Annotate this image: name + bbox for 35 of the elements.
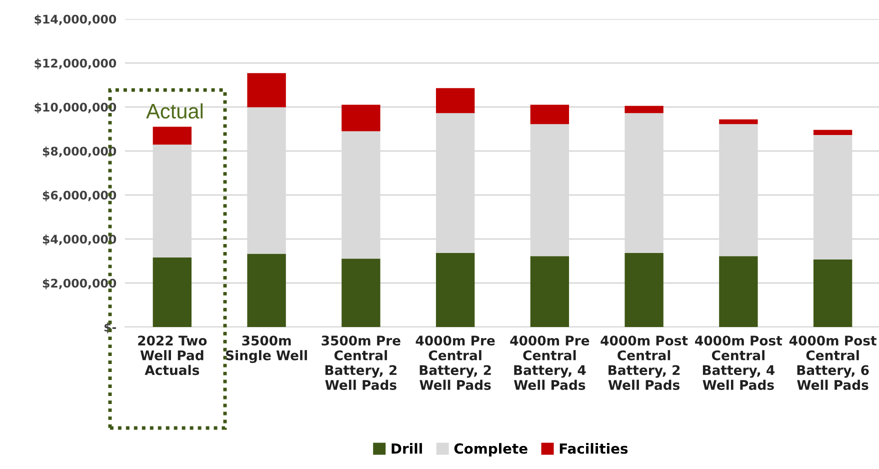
x-tick-label: 3500m Pre Central Battery, 2 Well Pads [322, 336, 400, 390]
x-tick-label: 2022 Two Well Pad Actuals [138, 336, 207, 376]
bar [719, 119, 758, 124]
y-tick-label: $12,000,000 [34, 58, 116, 70]
bar [436, 88, 475, 114]
annotation: Actual [146, 103, 203, 119]
bar [530, 256, 570, 327]
y-tick-label: $6,000,000 [42, 190, 116, 202]
x-tick-label: 3500m Single Well [226, 336, 307, 363]
y-tick-label: $4,000,000 [42, 234, 116, 246]
legend-label: Facilities [560, 443, 628, 454]
bar [247, 73, 286, 108]
bar [152, 257, 192, 327]
x-tick-label: 4000m Post Central Battery, 2 Well Pads [600, 336, 688, 390]
x-tick-label: 4000m Post Central Battery, 6 Well Pads [789, 336, 876, 390]
y-tick-label: $8,000,000 [42, 146, 116, 158]
x-tick-label: 4000m Post Central Battery, 4 Well Pads [695, 336, 782, 390]
bar [624, 252, 664, 327]
bar [530, 104, 570, 124]
bar [813, 130, 852, 135]
y-tick-label: $2,000,000 [42, 278, 116, 290]
bar [342, 104, 380, 132]
bar [342, 258, 380, 327]
bar [247, 254, 286, 327]
bar [152, 126, 192, 145]
bar [813, 259, 852, 327]
legend-label: Complete [454, 443, 528, 456]
x-tick-label: 4000m Pre Central Battery, 4 Well Pads [510, 336, 590, 390]
x-tick-label: 4000m Pre Central Battery, 2 Well Pads [416, 336, 495, 390]
bar [624, 106, 664, 114]
bar [436, 252, 475, 327]
bar [719, 256, 758, 327]
legend-label: Drill [392, 443, 422, 454]
y-tick-label: $10,000,000 [34, 102, 116, 114]
y-tick-label: $14,000,000 [34, 14, 116, 26]
